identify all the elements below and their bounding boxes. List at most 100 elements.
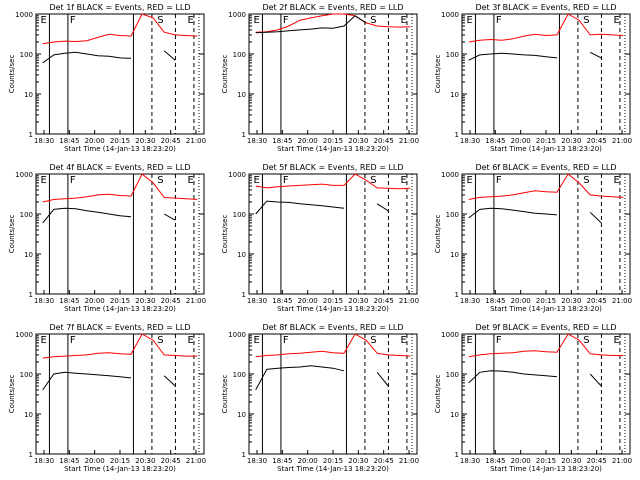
x-tick-label: 20:15 [323, 297, 343, 305]
x-tick-label: 20:45 [374, 137, 394, 145]
interval-marker-label: F [496, 15, 502, 26]
y-tick-label: 1000 [441, 11, 459, 19]
x-tick-label: 20:30 [135, 137, 155, 145]
x-tick-label: 20:15 [536, 137, 556, 145]
x-tick-label: 21:00 [612, 457, 632, 465]
x-tick-label: 18:45 [272, 137, 292, 145]
y-tick-label: 10 [450, 91, 459, 99]
plot-frame [35, 13, 205, 135]
series-line [255, 333, 411, 358]
detector-panel: Det 8f BLACK = Events, RED = LLD 1 10 100 10… [221, 323, 419, 473]
x-tick-label: 20:15 [110, 457, 130, 465]
interval-marker-label: S [370, 175, 376, 186]
y-axis-label: Counts/sec [8, 375, 16, 414]
series-line [255, 200, 389, 215]
y-axis-label: Counts/sec [434, 55, 442, 94]
x-tick-label: 21:00 [612, 297, 632, 305]
interval-marker-label: F [283, 175, 289, 186]
interval-marker-label: S [157, 335, 163, 346]
panel-title: Det 3f BLACK = Events, RED = LLD [475, 3, 616, 12]
panel-title: Det 8f BLACK = Events, RED = LLD [262, 323, 403, 332]
x-tick-label: 21:00 [399, 137, 419, 145]
y-tick-label: 100 [20, 211, 33, 219]
x-axis-label: Start Time (14-Jan-13 18:23:20) [277, 465, 389, 473]
x-tick-label: 20:00 [511, 457, 531, 465]
y-axis-label: Counts/sec [221, 55, 229, 94]
interval-marker-label: F [496, 335, 502, 346]
x-tick-label: 18:45 [59, 137, 79, 145]
x-axis-label: Start Time (14-Jan-13 18:23:20) [490, 145, 602, 153]
x-tick-label: 20:30 [348, 137, 368, 145]
detector-panel: Det 7f BLACK = Events, RED = LLD 1 10 100 10… [8, 323, 206, 473]
x-tick-label: 20:15 [323, 137, 343, 145]
interval-marker-label: E [401, 335, 407, 346]
x-tick-label: 20:30 [561, 457, 581, 465]
x-axis-label: Start Time (14-Jan-13 18:23:20) [64, 305, 176, 313]
interval-marker-label: E [614, 335, 620, 346]
series-line [255, 15, 367, 34]
interval-marker-label: E [41, 335, 47, 346]
y-axis-label: Counts/sec [8, 55, 16, 94]
x-tick-label: 20:45 [374, 457, 394, 465]
x-tick-label: 18:45 [272, 297, 292, 305]
x-tick-label: 20:30 [561, 297, 581, 305]
x-tick-label: 18:45 [485, 457, 505, 465]
y-tick-label: 100 [446, 51, 459, 59]
interval-marker-label: S [370, 335, 376, 346]
series-line [42, 173, 198, 203]
interval-marker-label: E [614, 175, 620, 186]
interval-marker-label: S [157, 15, 163, 26]
interval-marker-label: E [401, 15, 407, 26]
interval-marker-label: E [401, 175, 407, 186]
x-tick-label: 20:00 [511, 137, 531, 145]
interval-marker-label: F [70, 335, 76, 346]
panel-title: Det 9f BLACK = Events, RED = LLD [475, 323, 616, 332]
x-tick-label: 18:30 [460, 137, 480, 145]
x-tick-label: 21:00 [399, 457, 419, 465]
x-tick-label: 20:30 [135, 297, 155, 305]
interval-marker-label: E [41, 175, 47, 186]
x-tick-label: 20:15 [110, 137, 130, 145]
y-tick-label: 1000 [15, 11, 33, 19]
series-line [42, 333, 198, 359]
y-tick-label: 10 [24, 411, 33, 419]
panel-title: Det 6f BLACK = Events, RED = LLD [475, 163, 616, 172]
y-tick-label: 10 [450, 251, 459, 259]
y-tick-label: 1 [455, 131, 459, 139]
panel-title: Det 5f BLACK = Events, RED = LLD [262, 163, 403, 172]
x-tick-label: 20:00 [511, 297, 531, 305]
panel-title: Det 4f BLACK = Events, RED = LLD [49, 163, 190, 172]
x-tick-label: 18:45 [59, 297, 79, 305]
detector-panel: Det 5f BLACK = Events, RED = LLD 1 10 100 10… [221, 163, 419, 313]
detector-panel: Det 3f BLACK = Events, RED = LLD 1 10 100 10… [434, 3, 632, 153]
series-line [255, 365, 389, 391]
x-tick-label: 21:00 [186, 137, 206, 145]
x-tick-label: 20:45 [587, 297, 607, 305]
x-tick-label: 18:30 [34, 297, 54, 305]
series-line [42, 207, 176, 224]
series-line [42, 371, 176, 391]
x-tick-label: 20:45 [587, 137, 607, 145]
x-tick-label: 18:45 [59, 457, 79, 465]
interval-marker-label: F [70, 175, 76, 186]
y-tick-label: 1000 [441, 171, 459, 179]
series-line [42, 13, 198, 45]
x-tick-label: 20:00 [85, 297, 105, 305]
series-line [468, 13, 624, 43]
x-tick-label: 20:30 [135, 457, 155, 465]
detector-panel: Det 2f BLACK = Events, RED = LLD 1 10 100 10… [221, 3, 419, 153]
x-tick-label: 20:45 [374, 297, 394, 305]
y-axis-label: Counts/sec [434, 215, 442, 254]
x-axis-label: Start Time (14-Jan-13 18:23:20) [490, 465, 602, 473]
interval-marker-label: E [614, 15, 620, 26]
y-axis-label: Counts/sec [434, 375, 442, 414]
y-tick-label: 10 [24, 251, 33, 259]
y-tick-label: 1000 [15, 331, 33, 339]
detector-panel: Det 1f BLACK = Events, RED = LLD 1 10 100 10… [8, 3, 206, 153]
y-tick-label: 1000 [441, 331, 459, 339]
interval-marker-label: E [467, 335, 473, 346]
interval-marker-label: S [583, 175, 589, 186]
y-tick-label: 100 [446, 371, 459, 379]
y-tick-label: 1 [455, 451, 459, 459]
x-tick-label: 20:00 [298, 137, 318, 145]
